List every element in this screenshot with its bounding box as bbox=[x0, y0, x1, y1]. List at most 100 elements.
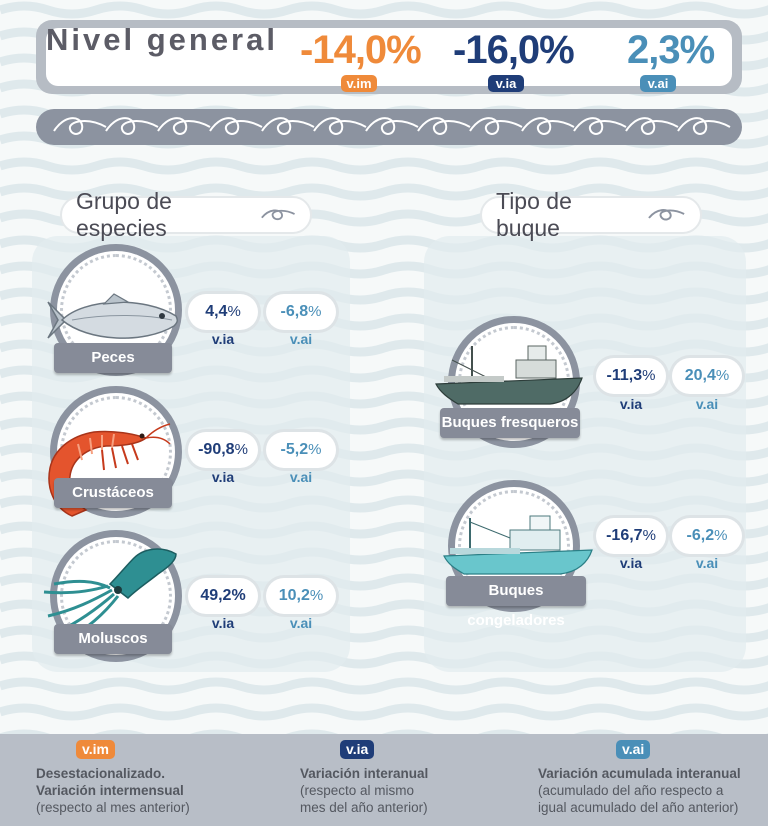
general-ai-tag: v.ai bbox=[640, 75, 676, 92]
crustaceos-ai-label: v.ai bbox=[289, 469, 313, 485]
legend-ai: v.ai Variación acumulada interanual (acu… bbox=[538, 740, 741, 816]
legend-im-line-3: (respecto al mes anterior) bbox=[36, 800, 190, 815]
moluscos-ia-label: v.ia bbox=[211, 615, 235, 631]
species-label-crustaceos: Crustáceos bbox=[54, 478, 172, 508]
legend-footer: v.im Desestacionalizado. Variación inter… bbox=[0, 734, 768, 826]
wave-line bbox=[0, 1, 768, 19]
species-title-text: Grupo de especies bbox=[76, 188, 172, 241]
vessels-section-title: Tipo de buque bbox=[480, 188, 702, 241]
peces-ai-value: -6,8 bbox=[280, 303, 309, 320]
rope-knot-icon bbox=[648, 209, 685, 221]
fresqueros-ia-unit: % bbox=[642, 367, 656, 384]
moluscos-ai-value: 10,2 bbox=[278, 587, 310, 604]
legend-ai-line-3: igual acumulado del año anterior) bbox=[538, 800, 739, 815]
general-level-title: Nivel general bbox=[46, 22, 278, 57]
fresqueros-ai-label: v.ai bbox=[695, 396, 719, 412]
congeladores-ia-label: v.ia bbox=[619, 555, 643, 571]
peces-ia-value: 4,4 bbox=[205, 303, 228, 320]
general-ia-value: -16,0% bbox=[453, 28, 575, 72]
rope-knot bbox=[209, 117, 263, 135]
rope-knot bbox=[53, 117, 107, 135]
legend-ai-line-2: (acumulado del año respecto a bbox=[538, 783, 724, 798]
wave-line bbox=[0, 703, 768, 721]
general-ai-value: 2,3% bbox=[627, 28, 715, 72]
legend-ai-line-1: Variación acumulada interanual bbox=[538, 766, 741, 781]
squid-icon bbox=[43, 548, 177, 640]
legend-im-text: Desestacionalizado. Variación intermensu… bbox=[36, 765, 190, 816]
legend-ai-tag: v.ai bbox=[616, 740, 651, 759]
shrimp-icon bbox=[48, 423, 171, 517]
rope-knot bbox=[469, 117, 523, 135]
congeladores-ia-unit: % bbox=[642, 527, 656, 544]
species-label-peces: Peces bbox=[54, 343, 172, 373]
congeladores-ai-pill: -6,2% bbox=[672, 518, 742, 554]
freezer-fishing-boat-icon bbox=[443, 515, 593, 575]
crustaceos-ai-pill: -5,2% bbox=[266, 432, 336, 468]
legend-ia-line-1: Variación interanual bbox=[300, 766, 429, 781]
legend-im-line-1: Desestacionalizado. bbox=[36, 766, 166, 781]
rope-pattern bbox=[53, 117, 731, 135]
legend-im-tag: v.im bbox=[76, 740, 115, 759]
peces-ia-unit: % bbox=[227, 303, 241, 320]
peces-ai-pill: -6,8% bbox=[266, 294, 336, 330]
general-level-header bbox=[36, 20, 742, 94]
fresqueros-ai-value: 20,4 bbox=[684, 367, 716, 384]
wave-line bbox=[0, 157, 768, 175]
rope-knot bbox=[365, 117, 419, 135]
congeladores-ai-value: -6,2 bbox=[686, 527, 715, 544]
fresqueros-ia-label: v.ia bbox=[619, 396, 643, 412]
rope-divider bbox=[36, 109, 742, 145]
legend-im-line-2: Variación intermensual bbox=[36, 783, 184, 798]
rope-knot bbox=[521, 117, 575, 135]
fresqueros-ai-unit: % bbox=[715, 367, 730, 384]
rope-knot bbox=[625, 117, 679, 135]
crustaceos-ia-unit: % bbox=[234, 441, 248, 458]
rope-knot bbox=[573, 117, 627, 135]
fresqueros-ia-pill: -11,3% bbox=[596, 358, 666, 394]
rope-knot bbox=[261, 117, 315, 135]
moluscos-ia-value: 49,2% bbox=[200, 587, 246, 604]
legend-ia-line-3: mes del año anterior) bbox=[300, 800, 428, 815]
crustaceos-ai-unit: % bbox=[308, 441, 322, 458]
congeladores-ia-pill: -16,7% bbox=[596, 518, 666, 554]
legend-ia-line-2: (respecto al mismo bbox=[300, 783, 415, 798]
fish-icon bbox=[47, 293, 179, 339]
peces-ai-unit: % bbox=[308, 303, 322, 320]
general-level-card bbox=[46, 28, 732, 86]
peces-ai-label: v.ai bbox=[289, 331, 313, 347]
crustaceos-ia-value: -90,8 bbox=[198, 441, 235, 458]
general-im-value: -14,0% bbox=[300, 28, 422, 72]
moluscos-ai-label: v.ai bbox=[289, 615, 313, 631]
rope-knot bbox=[313, 117, 367, 135]
wave-line bbox=[0, 677, 768, 695]
fresqueros-ia-value: -11,3 bbox=[606, 367, 643, 384]
rope-knot bbox=[417, 117, 471, 135]
vessel-label-congeladores: Buques congeladores bbox=[446, 576, 586, 629]
crustaceos-ia-pill: -90,8% bbox=[188, 432, 258, 468]
peces-ia-pill: 4,4% bbox=[188, 294, 258, 330]
legend-ia: v.ia Variación interanual (respecto al m… bbox=[300, 740, 428, 816]
general-ia-tag: v.ia bbox=[488, 75, 524, 92]
moluscos-ai-pill: 10,2% bbox=[266, 578, 336, 614]
vessels-title-text: Tipo de buque bbox=[496, 188, 572, 241]
moluscos-ai-unit: % bbox=[309, 587, 324, 604]
crustaceos-ia-label: v.ia bbox=[211, 469, 235, 485]
species-section-title: Grupo de especies bbox=[60, 188, 312, 241]
rope-knot bbox=[105, 117, 159, 135]
crustaceos-ai-value: -5,2 bbox=[280, 441, 309, 458]
congeladores-ia-value: -16,7 bbox=[606, 527, 643, 544]
vessel-label-fresqueros: Buques fresqueros bbox=[440, 408, 580, 438]
wave-line bbox=[0, 183, 768, 201]
legend-im: v.im Desestacionalizado. Variación inter… bbox=[36, 740, 190, 816]
peces-ia-label: v.ia bbox=[211, 331, 235, 347]
legend-ai-text: Variación acumulada interanual (acumulad… bbox=[538, 765, 741, 816]
congeladores-ai-label: v.ai bbox=[695, 555, 719, 571]
rope-knot bbox=[677, 117, 731, 135]
fresh-fishing-boat-icon bbox=[435, 345, 583, 405]
species-label-moluscos: Moluscos bbox=[54, 624, 172, 654]
rope-knot-icon bbox=[260, 209, 295, 221]
fresqueros-ai-pill: 20,4% bbox=[672, 358, 742, 394]
legend-ia-tag: v.ia bbox=[340, 740, 375, 759]
congeladores-ai-unit: % bbox=[714, 527, 728, 544]
legend-ia-text: Variación interanual (respecto al mismo … bbox=[300, 765, 428, 816]
